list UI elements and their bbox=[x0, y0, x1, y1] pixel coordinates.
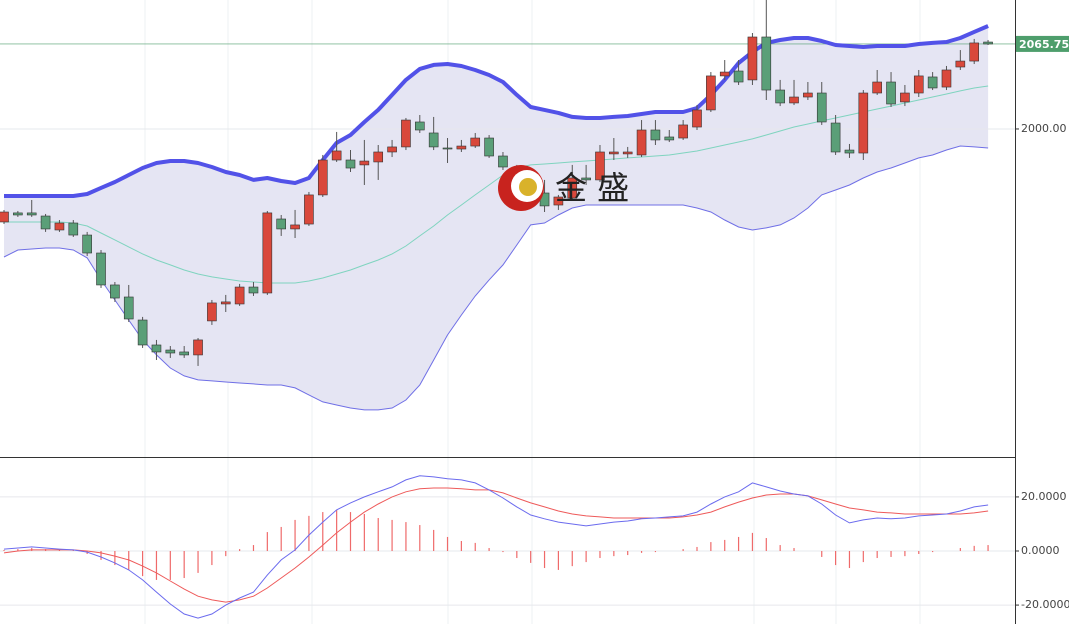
candle-body bbox=[927, 76, 938, 89]
candle-body bbox=[498, 155, 508, 168]
candle-body bbox=[706, 75, 716, 111]
candle-body bbox=[317, 159, 328, 196]
candle-body bbox=[40, 215, 51, 230]
candle-body bbox=[733, 70, 744, 83]
candle-body bbox=[761, 36, 772, 91]
candle-body bbox=[345, 159, 356, 169]
candle-body bbox=[359, 160, 370, 166]
candle-body bbox=[803, 92, 813, 98]
candle-body bbox=[179, 351, 189, 356]
candle-body bbox=[650, 129, 661, 141]
candle-body bbox=[581, 177, 591, 181]
candle-body bbox=[220, 301, 231, 305]
candle-body bbox=[844, 149, 855, 154]
candle-body bbox=[248, 286, 259, 294]
candle-body bbox=[304, 194, 314, 225]
candle-body bbox=[387, 146, 397, 153]
candle-body bbox=[595, 151, 605, 181]
candle-body bbox=[234, 286, 245, 305]
candle-body bbox=[719, 71, 730, 77]
candle-body bbox=[816, 92, 827, 123]
candle-body bbox=[123, 296, 134, 320]
candle-body bbox=[110, 284, 120, 299]
candle-body bbox=[331, 150, 342, 161]
y-tick-label: 2000.00 bbox=[1021, 122, 1067, 135]
y-tick-label: -20.0000 bbox=[1021, 598, 1069, 611]
watermark-logo bbox=[498, 165, 544, 211]
candle-body bbox=[207, 302, 217, 322]
candle-body bbox=[664, 136, 675, 141]
candle-body bbox=[26, 212, 37, 216]
candle-body bbox=[414, 121, 425, 131]
y-tick-label: 0.0000 bbox=[1021, 544, 1060, 557]
candle-body bbox=[470, 137, 481, 147]
candle-body bbox=[678, 124, 688, 139]
candle-body bbox=[165, 349, 176, 354]
candle-body bbox=[567, 177, 578, 199]
candle-body bbox=[622, 151, 633, 155]
candle-body bbox=[96, 252, 106, 286]
candle-body bbox=[82, 234, 92, 254]
dea-line bbox=[3, 487, 989, 603]
candle-body bbox=[900, 92, 910, 103]
candle-body bbox=[373, 151, 384, 163]
candle-body bbox=[747, 36, 758, 81]
last-price-box bbox=[1016, 35, 1069, 52]
candle-body bbox=[775, 89, 785, 104]
labels-layer: 2000.00 2065.75 20.0000 0.0000 -20.0000 bbox=[1015, 35, 1069, 611]
candle-body bbox=[442, 147, 453, 150]
logo-core bbox=[519, 178, 537, 196]
candle-body bbox=[983, 41, 993, 45]
candle-body bbox=[193, 339, 203, 356]
candle-body bbox=[54, 222, 65, 231]
marks-layer bbox=[0, 0, 993, 619]
band-layer bbox=[4, 26, 989, 410]
candle-body bbox=[969, 42, 980, 62]
candle-body bbox=[13, 212, 23, 216]
candle-body bbox=[68, 222, 79, 236]
candle-body bbox=[609, 151, 619, 155]
candle-body bbox=[553, 196, 564, 206]
candle-body bbox=[872, 81, 882, 94]
last-price-label: 2065.75 bbox=[1019, 38, 1069, 51]
candle-body bbox=[262, 212, 273, 294]
candle-body bbox=[151, 344, 162, 353]
candle-body bbox=[428, 132, 439, 148]
dif-line bbox=[3, 475, 989, 619]
candle-body bbox=[276, 218, 287, 230]
candle-body bbox=[401, 119, 411, 148]
candle-body bbox=[913, 75, 924, 94]
band-fill bbox=[4, 26, 989, 410]
candle-body bbox=[941, 69, 952, 88]
candle-body bbox=[484, 137, 494, 157]
candle-body bbox=[886, 81, 896, 105]
candle-body bbox=[858, 92, 869, 154]
candle-body bbox=[137, 319, 148, 346]
candle-body bbox=[0, 211, 9, 223]
band-upper bbox=[4, 24, 989, 198]
watermark-text: 金 盛 bbox=[555, 169, 629, 207]
candle-body bbox=[830, 122, 841, 153]
candle-body bbox=[692, 109, 702, 128]
candle-body bbox=[955, 60, 966, 68]
candle-body bbox=[290, 224, 300, 230]
candle-body bbox=[789, 96, 799, 104]
candle-body bbox=[636, 129, 647, 156]
band-lower bbox=[3, 145, 989, 411]
candle-body bbox=[456, 145, 467, 150]
y-tick-label: 20.0000 bbox=[1021, 490, 1067, 503]
